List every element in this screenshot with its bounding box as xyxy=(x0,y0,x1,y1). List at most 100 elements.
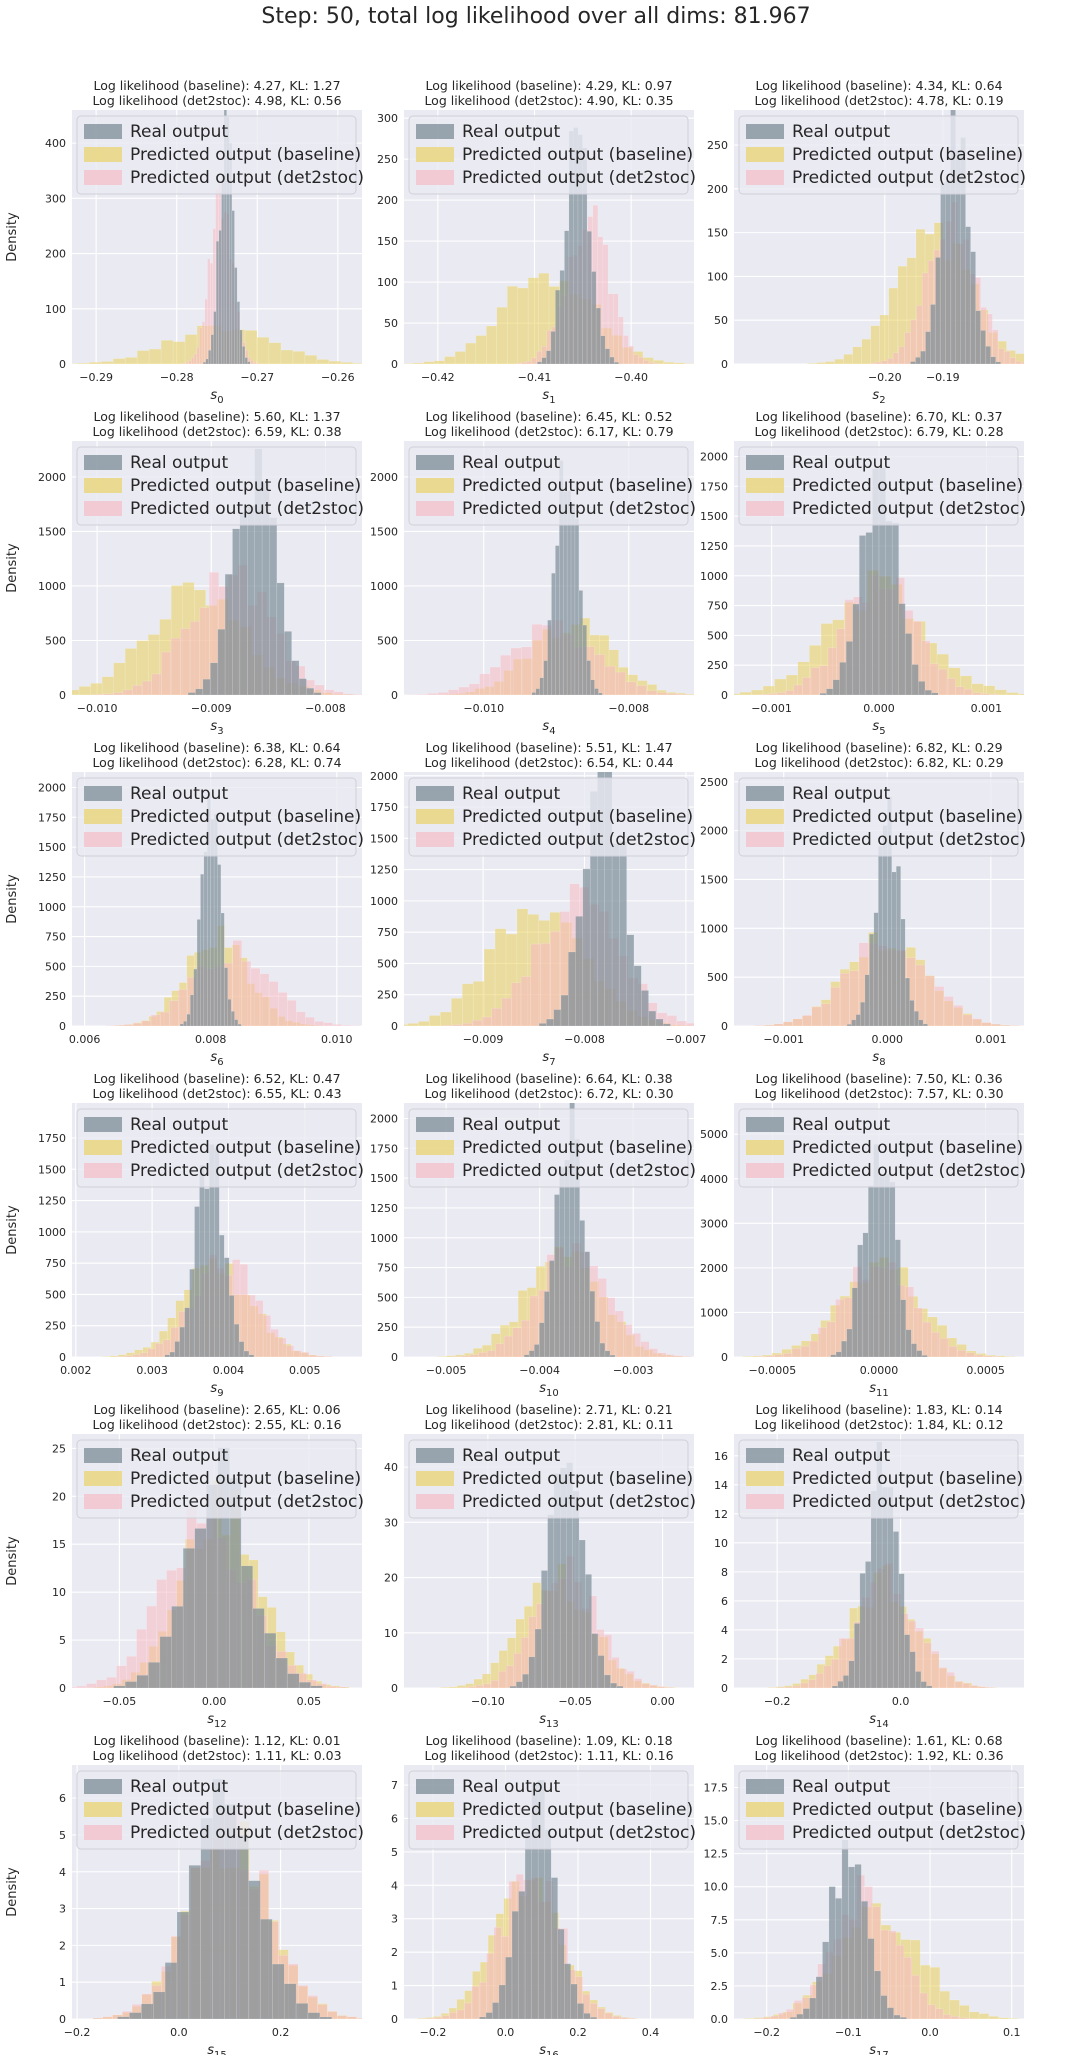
legend-swatch xyxy=(84,1163,122,1178)
subplot-title-line2: Log likelihood (det2stoc): 6.82, KL: 0.2… xyxy=(754,755,1003,770)
legend-label: Predicted output (det2stoc) xyxy=(792,1492,1026,1512)
y-tick-label: 1250 xyxy=(700,540,728,553)
legend-label: Predicted output (det2stoc) xyxy=(792,1161,1026,1181)
histogram-bar xyxy=(326,1685,337,1688)
histogram-bar xyxy=(604,1674,611,1688)
histogram-bar xyxy=(500,654,512,695)
histogram-bar xyxy=(491,1008,502,1026)
histogram-bar xyxy=(574,518,580,695)
legend: Real output Predicted output (baseline) Pr… xyxy=(738,1439,1026,1519)
legend-swatch xyxy=(416,124,454,139)
histogram-bar xyxy=(285,1345,295,1357)
histogram-bar xyxy=(835,1351,842,1357)
histogram-bar xyxy=(244,357,248,364)
histogram-bar xyxy=(834,358,844,364)
y-axis-label: Density xyxy=(5,874,20,924)
histogram-bar xyxy=(544,1291,550,1357)
histogram-bar xyxy=(674,1355,684,1357)
histogram-bar xyxy=(938,668,948,695)
x-tick-label: 0.0 xyxy=(497,2026,515,2039)
subplot-title-line2: Log likelihood (det2stoc): 6.72, KL: 0.3… xyxy=(424,1086,673,1101)
legend: Real output Predicted output (baseline) Pr… xyxy=(408,1770,696,1850)
histogram-bar xyxy=(468,683,480,695)
y-tick-label: 500 xyxy=(707,971,728,984)
histogram-bar xyxy=(416,694,428,695)
histogram-bar xyxy=(570,1983,578,2019)
x-tick-label: −0.27 xyxy=(240,371,274,384)
x-tick-label: 0.000 xyxy=(872,1033,904,1046)
histogram-bar xyxy=(122,689,133,695)
histogram-bar xyxy=(472,1019,483,1026)
histogram-bar xyxy=(843,1675,849,1688)
histogram-bar xyxy=(189,1268,195,1357)
histogram-bar xyxy=(170,637,181,695)
y-tick-label: 50 xyxy=(384,317,398,330)
x-tick-label: −0.009 xyxy=(463,1033,504,1046)
histogram-bar xyxy=(224,1257,230,1357)
histogram-bar xyxy=(612,2015,620,2019)
histogram-bar xyxy=(873,912,879,1026)
histogram-bar xyxy=(614,1310,624,1357)
x-tick-label: −0.26 xyxy=(321,371,355,384)
histogram-bar xyxy=(764,1024,775,1026)
histogram-bar xyxy=(946,678,956,695)
y-tick-label: 2000 xyxy=(700,451,728,464)
panel-s_5: −0.001 0.000 0.001 0 250 500 750 1000 1250 1500 17… xyxy=(700,409,1026,737)
legend-swatch xyxy=(746,832,784,847)
legend-box xyxy=(408,1108,689,1188)
subplot-title-line2: Log likelihood (det2stoc): 4.90, KL: 0.3… xyxy=(424,93,673,108)
panel-s_0: −0.29 −0.28 −0.27 −0.26 0 100 200 300 400 s0 Densi… xyxy=(5,78,364,406)
histogram-bar xyxy=(152,1991,166,2019)
histogram-bar xyxy=(851,1287,858,1357)
histogram-bar xyxy=(78,686,91,695)
legend-swatch xyxy=(746,1494,784,1509)
y-tick-label: 2000 xyxy=(370,471,398,484)
panel-s_16: −0.2 0.0 0.2 0.4 0 1 2 3 4 5 6 7 s16 Log likelihood (… xyxy=(391,1733,696,2055)
histogram-bar xyxy=(816,362,826,364)
histogram-bar xyxy=(531,692,537,695)
histogram-bar xyxy=(231,210,235,364)
histogram-bar xyxy=(503,1335,513,1357)
legend-swatch xyxy=(746,1448,784,1463)
histogram-bar xyxy=(823,1665,832,1688)
histogram-bar xyxy=(980,693,990,695)
y-tick-label: 1500 xyxy=(38,841,66,854)
histogram-bar xyxy=(861,338,871,364)
histogram-bar xyxy=(183,1021,188,1026)
histogram-bar xyxy=(356,2017,362,2019)
histogram-bar xyxy=(164,1962,178,2019)
histogram-bar xyxy=(837,1681,844,1688)
histogram-bar xyxy=(889,1181,896,1357)
histogram-bar xyxy=(1028,363,1034,364)
histogram-bar xyxy=(341,1025,351,1026)
histogram-bar xyxy=(706,1025,716,1026)
histogram-bar xyxy=(196,919,201,1026)
legend-swatch xyxy=(84,1448,122,1463)
histogram-bar xyxy=(899,2017,907,2019)
histogram-bar xyxy=(628,345,634,364)
y-tick-label: 150 xyxy=(377,235,398,248)
legend-swatch xyxy=(746,455,784,470)
y-tick-label: 750 xyxy=(707,600,728,613)
histogram-bar xyxy=(253,362,257,364)
histogram-bar xyxy=(531,357,537,364)
histogram-bar xyxy=(848,1660,855,1688)
histogram-bar xyxy=(187,692,196,695)
legend-swatch xyxy=(746,124,784,139)
legend-label: Real output xyxy=(792,784,890,804)
legend-swatch xyxy=(746,1117,784,1132)
legend-label: Real output xyxy=(130,122,228,142)
histogram-bar xyxy=(528,1350,535,1357)
y-tick-label: 15.0 xyxy=(704,1815,729,1828)
y-tick-label: 0 xyxy=(391,689,398,702)
y-tick-label: 250 xyxy=(377,153,398,166)
histogram-bar xyxy=(236,1834,249,2019)
histogram-bar xyxy=(811,1006,822,1026)
histogram-bar xyxy=(462,983,474,1026)
y-tick-label: 1 xyxy=(391,1980,398,1993)
legend: Real output Predicted output (baseline) Pr… xyxy=(738,1108,1026,1188)
histogram-bar xyxy=(666,1354,675,1357)
histogram-bar xyxy=(676,1020,687,1026)
legend-label: Predicted output (det2stoc) xyxy=(792,168,1026,188)
x-axis-label: s14 xyxy=(869,1712,889,1730)
